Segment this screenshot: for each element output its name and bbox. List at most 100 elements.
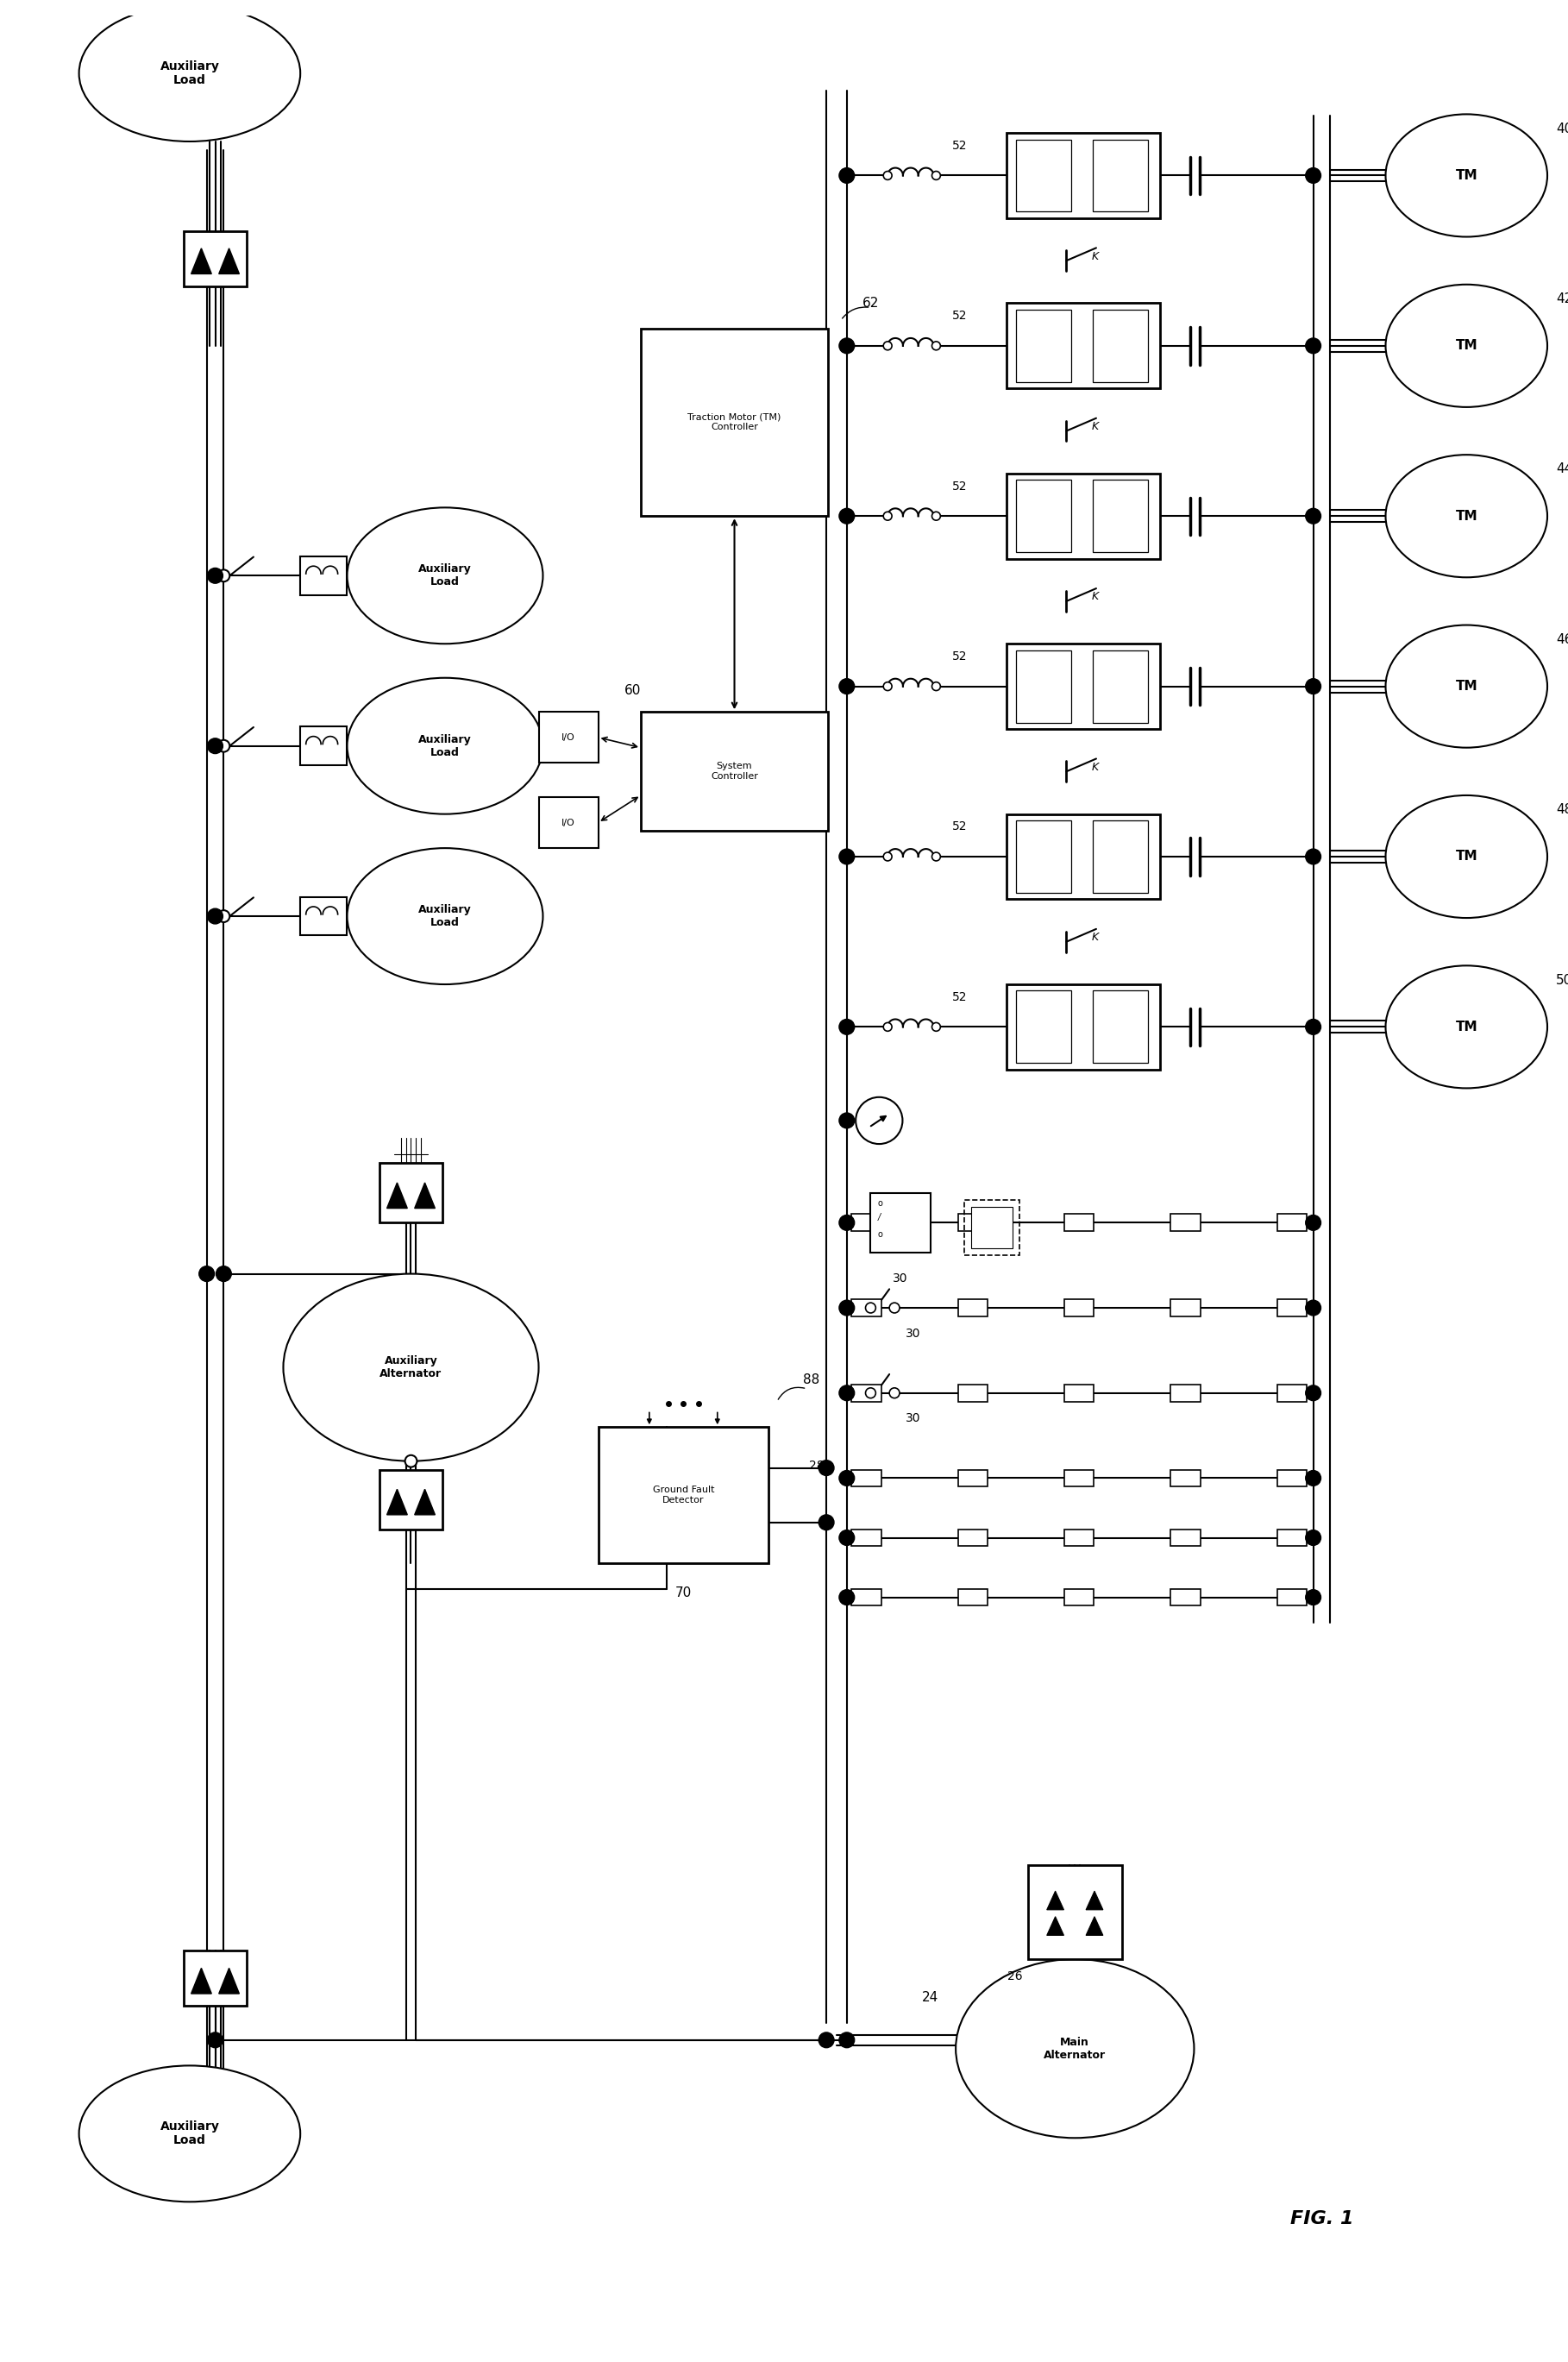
Bar [1065, 1299, 1094, 1316]
Bar [1065, 1214, 1094, 1231]
Bar [1007, 985, 1160, 1070]
Circle shape [839, 168, 855, 184]
Bar [539, 711, 599, 763]
Bar [641, 711, 828, 831]
Circle shape [207, 739, 223, 753]
Ellipse shape [1386, 626, 1548, 749]
Circle shape [1306, 508, 1320, 524]
Text: 42: 42 [1555, 293, 1568, 305]
Bar [958, 1384, 988, 1401]
Circle shape [818, 2031, 834, 2048]
Bar [964, 1200, 1019, 1254]
Circle shape [931, 683, 941, 690]
Ellipse shape [956, 1958, 1195, 2138]
Polygon shape [387, 1183, 408, 1209]
Bar [851, 1214, 881, 1231]
Bar [958, 1214, 988, 1231]
Circle shape [1306, 848, 1320, 864]
Circle shape [818, 1514, 834, 1531]
Bar [1093, 309, 1148, 383]
Text: 44: 44 [1555, 463, 1568, 475]
Circle shape [883, 342, 892, 350]
Text: TM: TM [1455, 170, 1477, 182]
Text: FIG. 1: FIG. 1 [1290, 2211, 1353, 2227]
Text: o: o [878, 1231, 883, 1240]
Text: TM: TM [1455, 340, 1477, 352]
Bar [1171, 1469, 1201, 1486]
Circle shape [216, 1266, 232, 1283]
Text: 52: 52 [952, 139, 967, 151]
Bar [1276, 1384, 1306, 1401]
Text: Auxiliary
Load: Auxiliary Load [419, 735, 472, 758]
Bar [1171, 1214, 1201, 1231]
Circle shape [1306, 168, 1320, 184]
Text: 28: 28 [809, 1460, 823, 1472]
Bar [851, 1384, 881, 1401]
Bar [183, 231, 246, 286]
Text: Traction Motor (TM)
Controller: Traction Motor (TM) Controller [688, 413, 781, 432]
Circle shape [839, 1590, 855, 1606]
Circle shape [931, 172, 941, 180]
Bar [1171, 1384, 1201, 1401]
Polygon shape [220, 248, 240, 274]
Text: 30: 30 [906, 1327, 920, 1339]
Circle shape [839, 848, 855, 864]
Bar [1016, 650, 1071, 723]
Circle shape [1306, 1472, 1320, 1486]
Text: Auxiliary
Load: Auxiliary Load [419, 565, 472, 588]
Text: o: o [878, 1200, 883, 1207]
Bar [1276, 1590, 1306, 1606]
Text: K: K [1091, 761, 1099, 772]
Bar [1093, 479, 1148, 553]
Bar [851, 1528, 881, 1547]
Ellipse shape [1386, 796, 1548, 919]
Ellipse shape [856, 1096, 903, 1143]
Bar [958, 1528, 988, 1547]
Circle shape [839, 1299, 855, 1316]
Text: TM: TM [1455, 680, 1477, 692]
Polygon shape [1047, 1892, 1063, 1911]
Bar [1065, 1384, 1094, 1401]
Text: 30: 30 [906, 1412, 920, 1424]
Polygon shape [191, 248, 212, 274]
Circle shape [218, 909, 229, 921]
Text: 40: 40 [1555, 123, 1568, 135]
Bar [379, 1162, 442, 1224]
Circle shape [199, 1266, 215, 1283]
Bar [599, 1427, 768, 1564]
Circle shape [839, 1214, 855, 1231]
Circle shape [1306, 1299, 1320, 1316]
Circle shape [1306, 338, 1320, 354]
Polygon shape [1087, 1916, 1102, 1934]
Bar [1093, 820, 1148, 893]
Bar [1016, 990, 1071, 1063]
Circle shape [839, 1020, 855, 1035]
Ellipse shape [78, 5, 301, 142]
Circle shape [818, 1460, 834, 1476]
Circle shape [1306, 1386, 1320, 1401]
Text: K: K [1091, 590, 1099, 602]
Circle shape [889, 1389, 900, 1398]
Bar [1093, 990, 1148, 1063]
Bar [1007, 132, 1160, 217]
Bar [1276, 1469, 1306, 1486]
Bar [851, 1299, 881, 1316]
Ellipse shape [78, 2067, 301, 2201]
Circle shape [883, 513, 892, 520]
Polygon shape [387, 1488, 408, 1514]
Text: 24: 24 [922, 1991, 939, 2003]
Circle shape [883, 1023, 892, 1032]
Bar [301, 557, 347, 595]
Circle shape [839, 1472, 855, 1486]
Ellipse shape [1386, 283, 1548, 406]
Text: 30: 30 [892, 1273, 908, 1285]
Text: Auxiliary
Load: Auxiliary Load [160, 2121, 220, 2147]
Bar [870, 1193, 930, 1252]
Circle shape [218, 569, 229, 581]
Polygon shape [1047, 1916, 1063, 1934]
Text: Auxiliary
Load: Auxiliary Load [160, 61, 220, 87]
Text: Ground Fault
Detector: Ground Fault Detector [652, 1486, 713, 1505]
Bar [379, 1469, 442, 1528]
Text: Auxiliary
Alternator: Auxiliary Alternator [379, 1356, 442, 1379]
Bar [641, 328, 828, 515]
